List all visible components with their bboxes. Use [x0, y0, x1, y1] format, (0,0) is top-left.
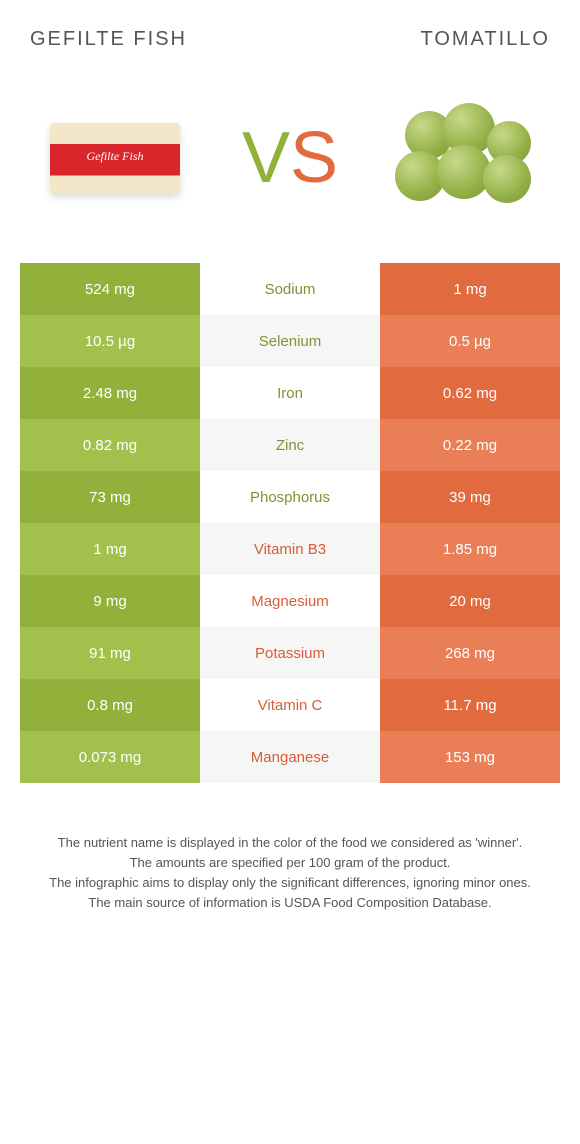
left-value: 2.48 mg	[20, 367, 200, 419]
left-value: 0.82 mg	[20, 419, 200, 471]
vs-label: VS	[242, 122, 338, 194]
right-value: 39 mg	[380, 471, 560, 523]
right-value: 1.85 mg	[380, 523, 560, 575]
right-value: 0.62 mg	[380, 367, 560, 419]
table-row: 9 mgMagnesium20 mg	[20, 575, 560, 627]
gefilte-fish-image	[40, 103, 190, 213]
vs-s: S	[290, 122, 338, 194]
left-value: 91 mg	[20, 627, 200, 679]
right-value: 0.5 µg	[380, 315, 560, 367]
nutrient-label: Potassium	[200, 627, 380, 679]
vs-v: V	[242, 122, 290, 194]
left-value: 0.8 mg	[20, 679, 200, 731]
footer-line-2: The amounts are specified per 100 gram o…	[30, 853, 550, 873]
left-value: 73 mg	[20, 471, 200, 523]
table-row: 91 mgPotassium268 mg	[20, 627, 560, 679]
header-row: Gefilte fish Tomatillo	[0, 0, 580, 63]
nutrient-label: Vitamin C	[200, 679, 380, 731]
table-row: 0.073 mgManganese153 mg	[20, 731, 560, 783]
left-value: 9 mg	[20, 575, 200, 627]
vs-row: VS	[0, 63, 580, 263]
table-row: 0.82 mgZinc0.22 mg	[20, 419, 560, 471]
nutrient-label: Manganese	[200, 731, 380, 783]
footer-line-3: The infographic aims to display only the…	[30, 873, 550, 893]
right-value: 0.22 mg	[380, 419, 560, 471]
right-value: 11.7 mg	[380, 679, 560, 731]
table-row: 1 mgVitamin B31.85 mg	[20, 523, 560, 575]
footer-line-1: The nutrient name is displayed in the co…	[30, 833, 550, 853]
nutrient-label: Sodium	[200, 263, 380, 315]
right-value: 268 mg	[380, 627, 560, 679]
nutrient-label: Magnesium	[200, 575, 380, 627]
left-value: 1 mg	[20, 523, 200, 575]
table-row: 2.48 mgIron0.62 mg	[20, 367, 560, 419]
table-row: 0.8 mgVitamin C11.7 mg	[20, 679, 560, 731]
left-value: 0.073 mg	[20, 731, 200, 783]
nutrient-label: Zinc	[200, 419, 380, 471]
left-value: 524 mg	[20, 263, 200, 315]
nutrient-table: 524 mgSodium1 mg10.5 µgSelenium0.5 µg2.4…	[20, 263, 560, 783]
right-value: 20 mg	[380, 575, 560, 627]
right-value: 153 mg	[380, 731, 560, 783]
right-food-title: Tomatillo	[420, 28, 550, 51]
footer-line-4: The main source of information is USDA F…	[30, 893, 550, 913]
footer-notes: The nutrient name is displayed in the co…	[0, 833, 580, 954]
table-row: 10.5 µgSelenium0.5 µg	[20, 315, 560, 367]
right-value: 1 mg	[380, 263, 560, 315]
left-food-title: Gefilte fish	[30, 28, 187, 51]
table-row: 73 mgPhosphorus39 mg	[20, 471, 560, 523]
nutrient-label: Selenium	[200, 315, 380, 367]
tomatillo-image	[390, 103, 540, 213]
table-row: 524 mgSodium1 mg	[20, 263, 560, 315]
nutrient-label: Iron	[200, 367, 380, 419]
nutrient-label: Phosphorus	[200, 471, 380, 523]
left-value: 10.5 µg	[20, 315, 200, 367]
nutrient-label: Vitamin B3	[200, 523, 380, 575]
